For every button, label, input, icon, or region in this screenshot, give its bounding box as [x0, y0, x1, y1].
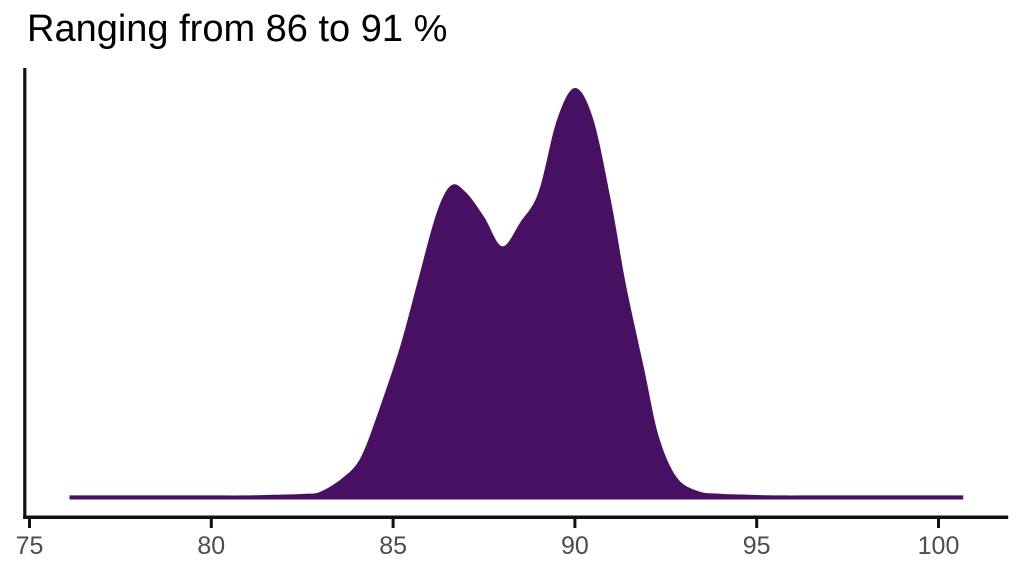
x-tick-label: 85 — [379, 532, 407, 560]
x-tick-label: 95 — [743, 532, 771, 560]
density-area — [69, 87, 964, 500]
x-tick — [209, 519, 213, 528]
chart-title: Ranging from 86 to 91 % — [27, 8, 448, 50]
x-tick-label: 90 — [561, 532, 589, 560]
x-tick — [391, 519, 395, 528]
x-tick — [937, 519, 940, 528]
x-tick — [573, 519, 577, 528]
x-tick-label: 80 — [197, 532, 225, 560]
x-tick-label: 75 — [16, 532, 44, 560]
x-axis-line — [23, 515, 1009, 519]
x-tick — [755, 519, 759, 528]
x-tick-label: 100 — [918, 532, 960, 560]
x-tick — [28, 519, 31, 528]
y-axis-line — [23, 68, 27, 519]
